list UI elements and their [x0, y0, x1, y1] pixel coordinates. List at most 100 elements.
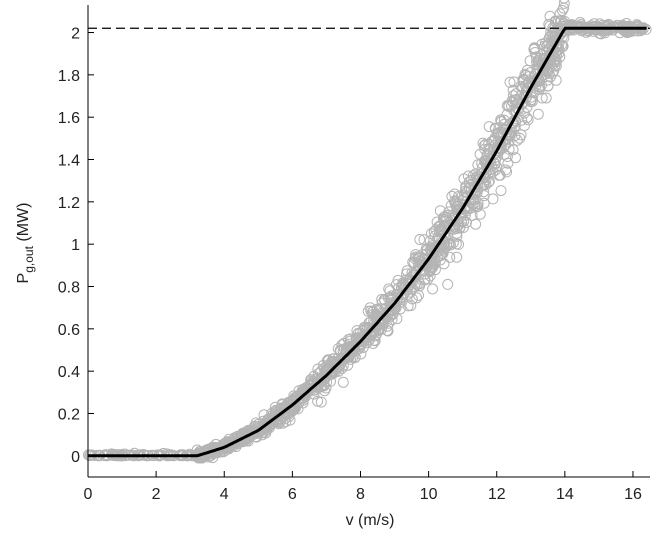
y-tick-label: 1.8	[58, 68, 80, 85]
scatter-point	[532, 108, 544, 120]
y-axis-label-main: P	[15, 273, 32, 284]
scatter-point	[492, 129, 504, 140]
scatter-point	[305, 384, 317, 396]
scatter-point	[452, 191, 464, 202]
x-tick-label: 2	[152, 486, 161, 503]
scatter-point	[335, 345, 347, 357]
scatter-point	[382, 306, 394, 318]
scatter-point	[248, 428, 260, 439]
scatter-point	[250, 425, 262, 437]
scatter-point	[453, 219, 465, 231]
scatter-point	[463, 176, 475, 188]
scatter-point	[261, 419, 273, 431]
scatter-point	[392, 282, 404, 294]
scatter-point	[401, 283, 413, 295]
scatter-point	[363, 334, 375, 346]
scatter-point	[376, 323, 387, 335]
scatter-point	[278, 403, 290, 415]
scatter-point	[501, 108, 513, 120]
scatter-point	[533, 81, 545, 93]
scatter-point	[119, 448, 131, 460]
scatter-point	[618, 24, 630, 36]
scatter-point	[428, 226, 440, 238]
scatter-point	[516, 98, 528, 110]
scatter-point	[523, 71, 534, 83]
y-tick-label: 0.2	[58, 407, 80, 424]
y-tick-label: 1.4	[58, 153, 80, 170]
scatter-point	[528, 42, 540, 54]
scatter-point	[434, 205, 446, 217]
scatter-point	[513, 103, 525, 115]
y-tick-label: 1	[71, 237, 80, 254]
scatter-point	[515, 80, 527, 92]
scatter-point	[522, 114, 534, 126]
scatter-point	[558, 15, 570, 27]
scatter-point	[501, 151, 513, 162]
scatter-point	[550, 74, 562, 86]
y-tick-label: 2	[71, 26, 80, 43]
scatter-point	[479, 143, 491, 155]
scatter-point	[458, 173, 470, 185]
scatter-point	[631, 20, 643, 32]
scatter-point	[330, 362, 342, 374]
x-tick-label: 12	[488, 486, 506, 503]
scatter-point	[540, 92, 552, 104]
scatter-point	[312, 395, 324, 407]
scatter-point	[413, 252, 425, 263]
scatter-point	[510, 152, 521, 164]
scatter-point	[429, 264, 441, 276]
scatter-point	[488, 135, 500, 147]
scatter-point	[466, 199, 478, 210]
scatter-point	[362, 305, 374, 317]
y-tick-label: 0.6	[58, 322, 80, 339]
scatter-point	[297, 392, 309, 404]
scatter-point	[550, 49, 562, 61]
y-tick-label: 1.2	[58, 195, 80, 212]
scatter-point	[270, 405, 282, 416]
scatter-point	[386, 290, 398, 302]
scatter-point	[536, 38, 548, 50]
scatter-point	[498, 149, 510, 160]
scatter-point	[546, 67, 558, 79]
scatter-point	[405, 300, 417, 312]
scatter-point	[501, 166, 513, 178]
scatter-point	[401, 265, 413, 277]
scatter-point	[558, 0, 570, 4]
scatter-point	[474, 208, 486, 220]
scatter-point	[478, 140, 490, 152]
scatter-point	[581, 25, 593, 36]
scatter-point	[366, 306, 378, 318]
scatter-point	[427, 283, 439, 295]
ticks-layer: 0 2 4 6 8 10 12 14 16 0 0.2 0.4 0.6 0.8 1 1.2 1.4 1.6 1.8 2	[58, 26, 642, 503]
scatter-point	[312, 376, 324, 387]
scatter-point	[443, 206, 455, 218]
scatter-point	[531, 56, 543, 68]
x-tick-label: 6	[288, 486, 297, 503]
scatter-point	[436, 233, 448, 245]
y-tick-label: 0.8	[58, 280, 80, 297]
scatter-point	[314, 375, 326, 387]
x-tick-label: 16	[624, 486, 642, 503]
scatter-point	[542, 80, 554, 92]
scatter-point	[377, 319, 389, 330]
scatter-point	[451, 251, 463, 263]
y-axis-label-subscript: g,out	[22, 245, 36, 272]
scatter-point	[442, 278, 454, 290]
x-tick-label: 0	[84, 486, 93, 503]
scatter-point	[344, 346, 356, 358]
scatter-point	[494, 169, 506, 181]
scatter-point	[433, 225, 445, 237]
scatter-point	[470, 218, 482, 230]
scatter-point	[466, 187, 478, 199]
power-curve-line	[88, 26, 647, 458]
scatter-point	[487, 193, 499, 205]
scatter-point	[384, 291, 396, 303]
scatter-point	[544, 20, 556, 32]
x-tick-label: 10	[420, 486, 438, 503]
x-tick-label: 14	[556, 486, 574, 503]
scatter-point	[428, 259, 440, 270]
scatter-point	[158, 447, 169, 459]
scatter-point	[504, 76, 516, 88]
y-tick-label: 0	[71, 449, 80, 466]
scatter-point	[543, 18, 555, 30]
